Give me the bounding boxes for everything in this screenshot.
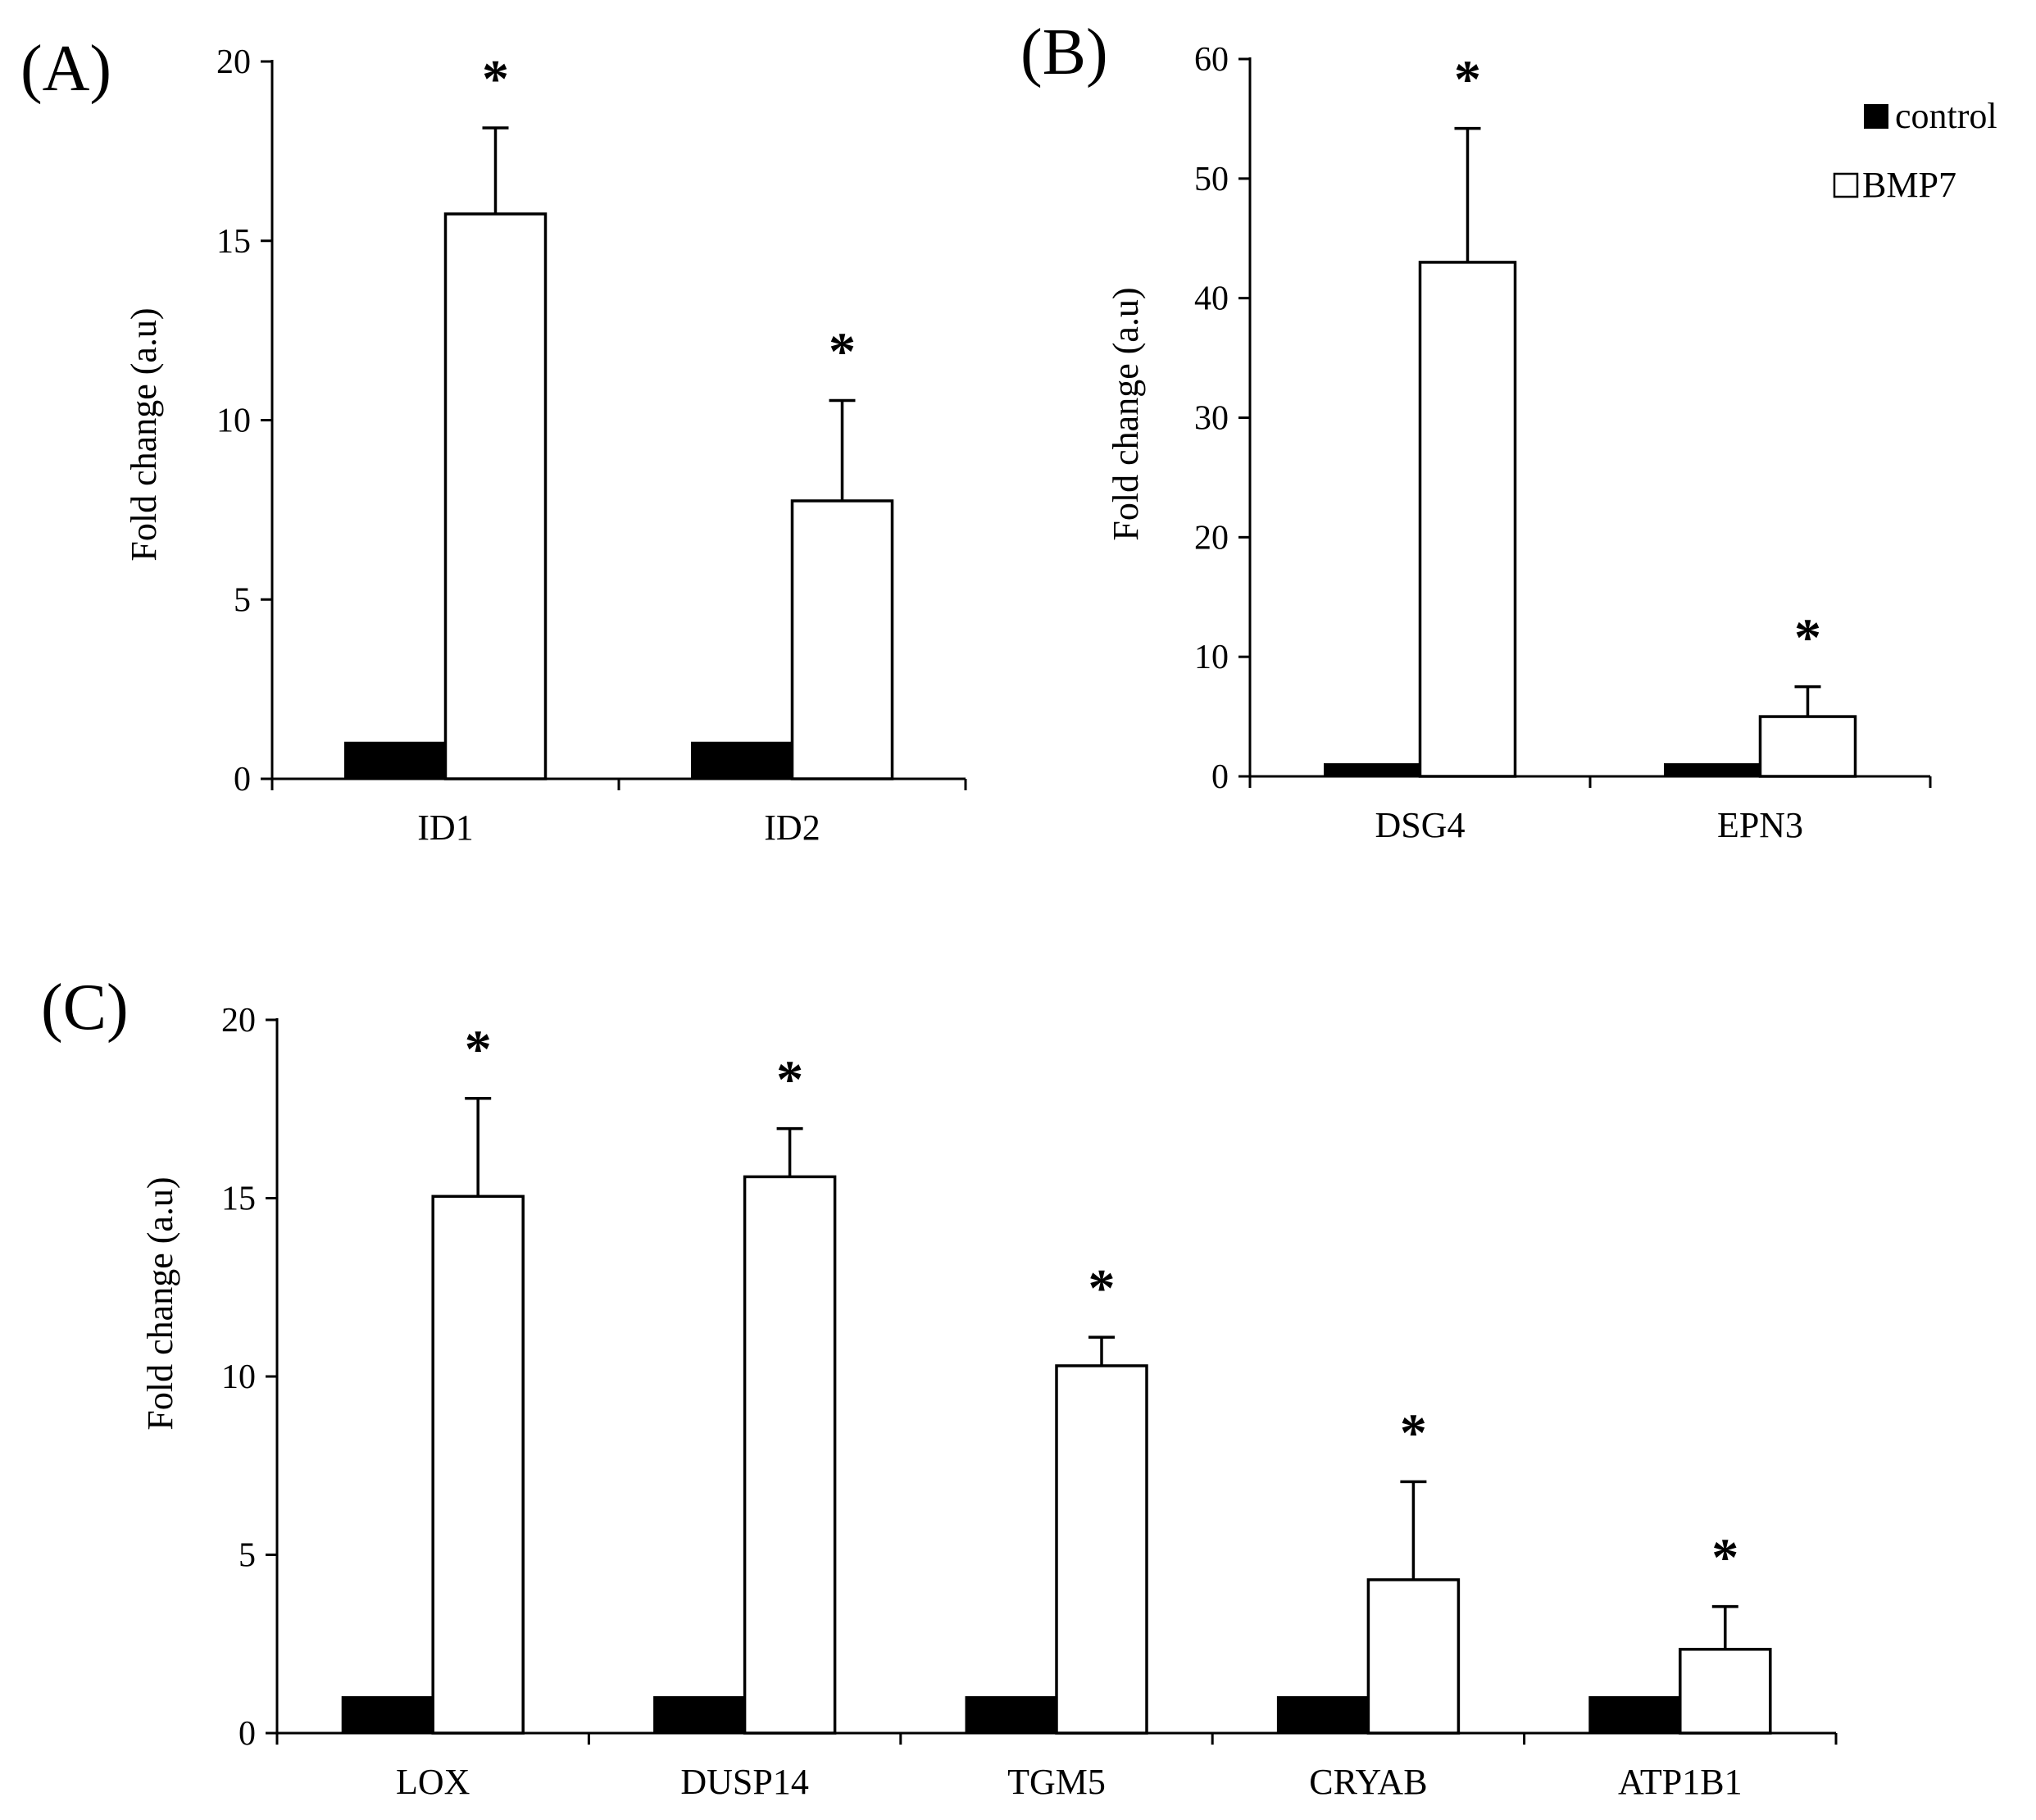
panel-a-y-axis-title: Fold change (a.u) — [124, 307, 164, 561]
panel-b-y-tick-label: 60 — [1194, 41, 1229, 79]
panel-b-significance-epn3: * — [1794, 608, 1821, 668]
panel-c-category-label-lox: LOX — [396, 1762, 470, 1802]
panel-c-bar-control-cryab — [1276, 1696, 1370, 1735]
panel-b-category-label-dsg4: DSG4 — [1375, 805, 1465, 845]
panel-a-significance-id2: * — [829, 321, 856, 381]
panel-c-bar-bmp7-tgm5 — [1055, 1364, 1148, 1735]
legend-label-bmp7: BMP7 — [1862, 165, 1956, 205]
panel-c-bar-control-dusp14 — [653, 1696, 747, 1735]
panel-c-significance-tgm5: * — [1088, 1258, 1116, 1318]
panel-c-plot-area: 0 5 10 15 20 * LOX * DUSP14 * TGM5 * CRYAB * ATP1B1 — [221, 1002, 1838, 1802]
panel-a-bar-bmp7-id1 — [443, 212, 548, 780]
panel-c-bar-bmp7-cryab — [1366, 1578, 1461, 1735]
panel-b-bar-bmp7-epn3 — [1758, 715, 1857, 778]
panel-c-y-tick-label: 15 — [221, 1181, 256, 1218]
panel-a-bar-control-id2 — [691, 741, 793, 780]
panel-a: (A) Fold change (a.u) 0 5 10 15 20 * ID1 * ID2 — [20, 33, 967, 848]
panel-c-category-label-tgm5: TGM5 — [1007, 1762, 1106, 1802]
panel-c-category-label-atp1b1: ATP1B1 — [1618, 1762, 1743, 1802]
panel-c-significance-atp1b1: * — [1711, 1528, 1738, 1588]
legend-swatch-bmp7 — [1833, 172, 1859, 198]
panel-a-category-label-id1: ID1 — [417, 808, 473, 848]
panel-c-y-tick-label: 10 — [221, 1358, 256, 1396]
panel-a-plot-area: 0 5 10 15 20 * ID1 * ID2 — [216, 43, 967, 848]
panel-b-plot-area: 0 10 20 30 40 50 60 * DSG4 * EPN3 — [1194, 41, 1932, 845]
panel-c-significance-dusp14: * — [776, 1050, 803, 1110]
panel-b-bar-control-epn3 — [1664, 762, 1761, 778]
panel-c-y-tick-label: 0 — [239, 1715, 256, 1753]
panel-c-significance-cryab: * — [1400, 1403, 1427, 1463]
panel-c-category-label-dusp14: DUSP14 — [680, 1762, 809, 1802]
panel-c-y-tick-label: 5 — [239, 1537, 256, 1575]
panel-a-y-tick-label: 0 — [234, 761, 251, 799]
legend-swatch-control — [1864, 104, 1888, 129]
panel-b-y-axis-title: Fold change (a.u) — [1106, 287, 1146, 540]
panel-b-y-tick-label: 0 — [1211, 758, 1229, 796]
panel-c: (C) Fold change (a.u) 0 5 10 15 20 * LOX * DUSP1… — [41, 971, 1838, 1802]
panel-b-y-tick-label: 20 — [1194, 519, 1229, 557]
panel-c-y-axis-title: Fold change (a.u) — [140, 1176, 180, 1430]
panel-c-bar-bmp7-lox — [431, 1194, 525, 1735]
panel-c-category-label-cryab: CRYAB — [1309, 1762, 1427, 1802]
panel-b-letter: (B) — [1020, 16, 1108, 89]
panel-b: (B) Fold change (a.u) 0 10 20 30 40 50 60 * DSG4… — [1020, 16, 1997, 845]
panel-a-letter: (A) — [20, 33, 111, 105]
panel-b-y-tick-label: 50 — [1194, 161, 1229, 198]
panel-b-bar-bmp7-dsg4 — [1418, 261, 1517, 778]
panel-a-y-tick-label: 20 — [216, 43, 251, 81]
legend: control BMP7 — [1833, 96, 1997, 205]
legend-label-control: control — [1895, 96, 1997, 136]
panel-c-bar-control-tgm5 — [965, 1696, 1058, 1735]
panel-b-y-tick-label: 40 — [1194, 280, 1229, 318]
panel-c-bar-control-atp1b1 — [1588, 1696, 1682, 1735]
panel-a-bar-control-id1 — [344, 741, 447, 780]
panel-b-y-tick-label: 30 — [1194, 400, 1229, 438]
panel-a-y-tick-label: 10 — [216, 403, 251, 440]
panel-c-letter: (C) — [41, 971, 129, 1044]
panel-b-y-tick-label: 10 — [1194, 639, 1229, 676]
panel-b-bar-control-dsg4 — [1324, 762, 1421, 778]
panel-c-significance-lox: * — [465, 1020, 492, 1080]
panel-c-y-tick-label: 20 — [221, 1002, 256, 1040]
panel-a-y-tick-label: 15 — [216, 223, 251, 261]
panel-b-category-label-epn3: EPN3 — [1717, 805, 1803, 845]
panel-a-significance-id1: * — [482, 49, 509, 109]
panel-a-y-tick-label: 5 — [234, 581, 251, 619]
panel-c-bar-bmp7-atp1b1 — [1679, 1648, 1772, 1735]
panel-a-category-label-id2: ID2 — [764, 808, 820, 848]
panel-a-bar-bmp7-id2 — [790, 499, 894, 780]
panel-c-bar-control-lox — [341, 1696, 434, 1735]
panel-c-bar-bmp7-dusp14 — [743, 1175, 837, 1735]
panel-b-significance-dsg4: * — [1454, 50, 1481, 110]
